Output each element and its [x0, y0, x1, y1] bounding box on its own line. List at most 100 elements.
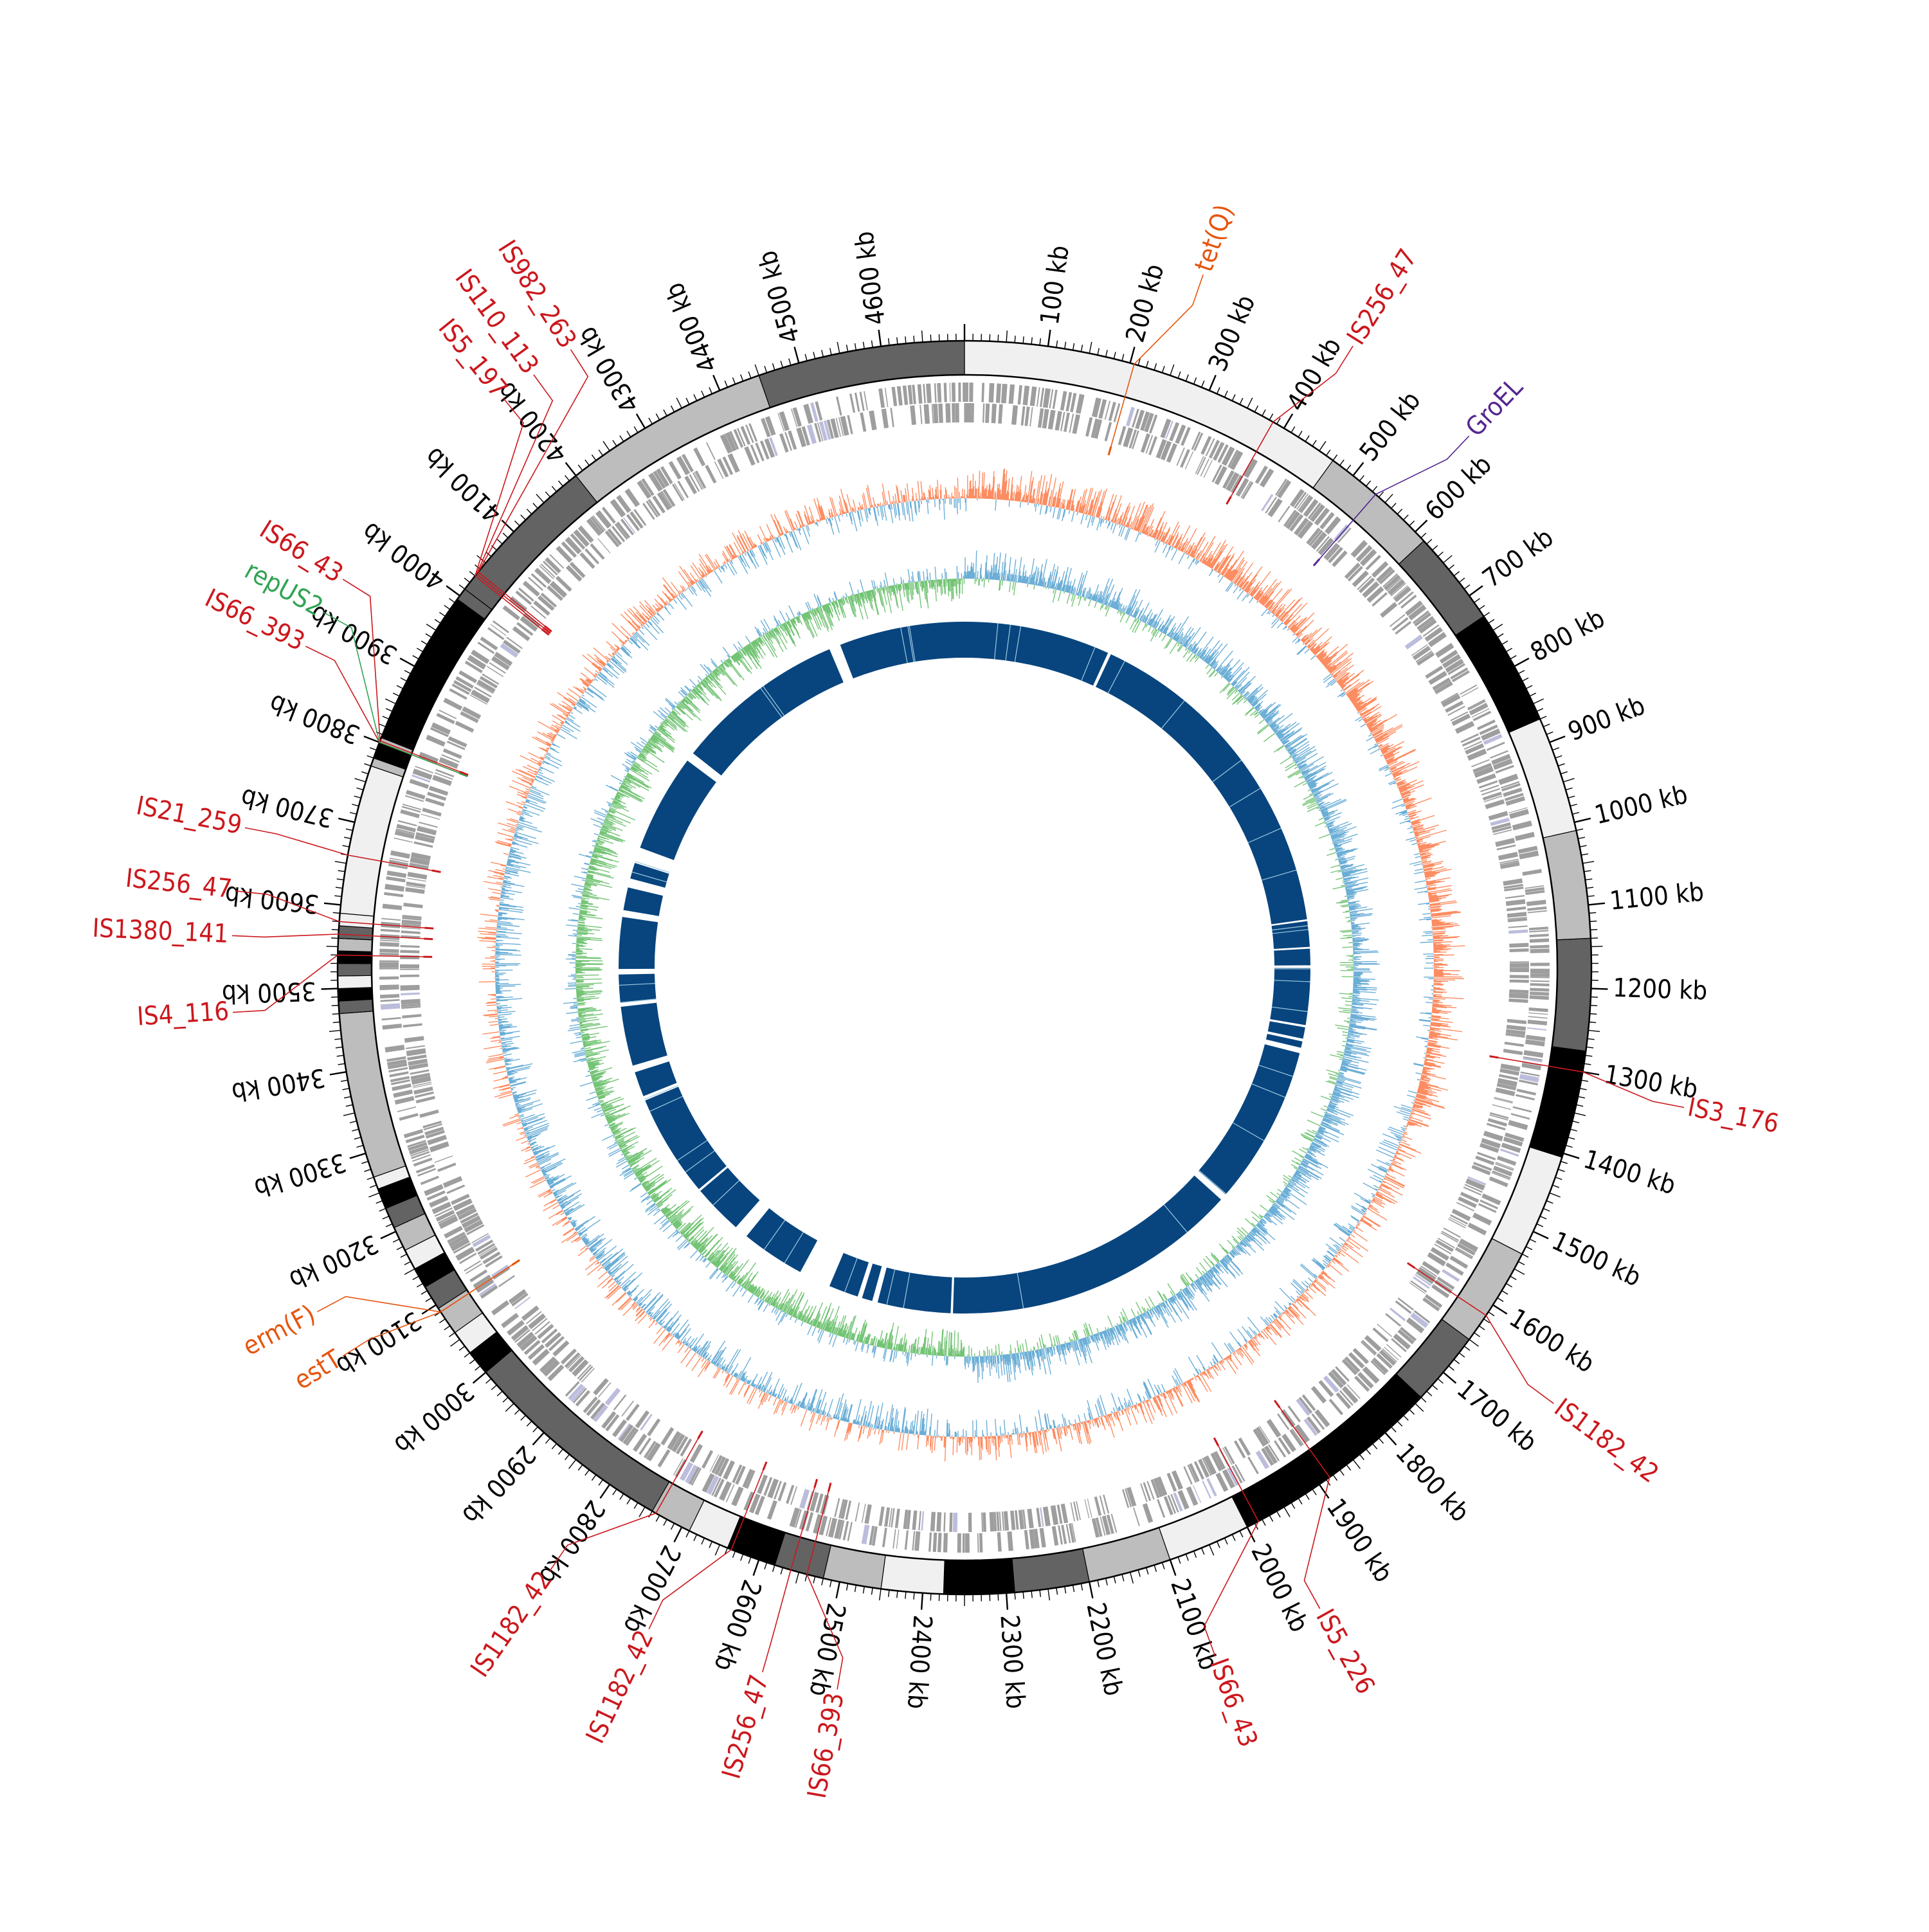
contig-segment — [338, 999, 373, 1013]
tick-mark — [1489, 1312, 1494, 1316]
tick-mark — [1558, 1169, 1564, 1172]
gene-block — [491, 1300, 509, 1315]
gene-block — [626, 1404, 640, 1421]
gene-block — [702, 1450, 713, 1468]
tick-mark — [393, 693, 399, 696]
gene-block — [1487, 742, 1505, 751]
tick-mark — [1170, 365, 1174, 375]
gene-block — [786, 1485, 794, 1504]
tick-label: 1700 kb — [1451, 1374, 1543, 1458]
tick-mark — [1444, 555, 1453, 563]
tick-mark — [1098, 1580, 1099, 1587]
tick-mark — [1540, 1216, 1546, 1219]
tick-mark — [1284, 1507, 1290, 1517]
tick-mark — [469, 1359, 475, 1364]
gene-block — [855, 393, 860, 412]
tick-mark — [1146, 361, 1148, 368]
tick-mark — [599, 450, 602, 456]
tick-mark — [1065, 342, 1066, 349]
tick-mark — [1570, 1129, 1577, 1131]
gene-block — [934, 383, 937, 402]
gene-block — [1494, 1097, 1512, 1103]
tick-mark — [754, 1560, 759, 1576]
gene-block — [379, 961, 399, 962]
tick-mark — [765, 1562, 766, 1569]
gene-block — [443, 1176, 462, 1187]
gene-block — [1492, 1104, 1511, 1110]
tick-mark — [620, 435, 624, 441]
tick-mark — [1582, 862, 1594, 863]
tick-mark — [1114, 1576, 1116, 1584]
gene-block — [1018, 385, 1022, 404]
gene-block — [905, 1530, 909, 1549]
tick-mark — [1391, 1427, 1396, 1432]
tick-mark — [1427, 539, 1432, 544]
gene-block — [860, 412, 866, 431]
tick-mark — [1291, 426, 1295, 432]
contig-segment — [881, 1555, 945, 1594]
gene-block — [864, 391, 868, 410]
tick-mark — [1319, 441, 1326, 451]
gene-block — [399, 1113, 419, 1121]
tick-mark — [566, 462, 576, 475]
tick-label: 4000 kb — [357, 516, 450, 596]
gene-block — [401, 945, 420, 948]
alignment-block — [620, 1003, 667, 1066]
tick-label: 3800 kb — [266, 688, 364, 750]
gene-block — [1060, 391, 1067, 411]
tick-mark — [1277, 1511, 1280, 1517]
tick-mark — [464, 578, 470, 582]
gene-block — [379, 962, 399, 968]
gene-block — [1528, 1020, 1547, 1025]
gene-block — [1505, 895, 1525, 899]
gene-block — [1530, 977, 1550, 979]
tick-mark — [1574, 818, 1590, 822]
tick-mark — [1409, 521, 1415, 526]
gene-block — [383, 904, 403, 910]
tick-mark — [1581, 1080, 1588, 1081]
gene-block — [938, 404, 943, 423]
gene-block — [903, 386, 909, 405]
tick-mark — [732, 377, 735, 384]
tick-mark — [1023, 336, 1024, 343]
contig-segment — [1232, 1374, 1421, 1527]
tick-mark — [748, 372, 751, 378]
gene-block — [406, 1045, 425, 1049]
gene-block — [949, 383, 950, 402]
gene-block — [1530, 962, 1550, 966]
tick-mark — [401, 678, 407, 681]
gene-block — [1503, 1049, 1523, 1055]
alignment-block — [964, 622, 1108, 685]
gene-block — [998, 404, 1003, 424]
tick-mark — [361, 772, 368, 773]
tick-mark — [1170, 1560, 1176, 1576]
tick-mark — [864, 342, 865, 349]
tick-mark — [1366, 481, 1370, 486]
gene-block — [1508, 925, 1528, 928]
tick-mark — [1415, 520, 1427, 532]
tick-mark — [346, 1105, 353, 1106]
alignment-block — [693, 649, 844, 776]
gene-block — [402, 1014, 421, 1018]
tick-mark — [1262, 1519, 1265, 1526]
gene-block — [957, 1533, 961, 1553]
tick-mark — [379, 724, 386, 727]
alignment-block — [1096, 655, 1307, 925]
feature-marker — [828, 1483, 831, 1492]
gene-block — [964, 383, 968, 402]
gene-block — [936, 1512, 941, 1531]
tick-label: 3500 kb — [221, 976, 316, 1009]
tick-mark — [565, 475, 570, 481]
tick-label: 100 kb — [1035, 244, 1075, 327]
tick-label: 2600 kb — [708, 1576, 767, 1675]
gene-block — [928, 1532, 932, 1551]
tick-mark — [930, 334, 931, 341]
tick-mark — [1550, 1193, 1561, 1196]
tick-mark — [1031, 1591, 1032, 1598]
gene-block — [381, 1017, 401, 1020]
gene-block — [674, 483, 685, 500]
gene-block — [1372, 1328, 1388, 1342]
tick-mark — [1498, 634, 1503, 638]
